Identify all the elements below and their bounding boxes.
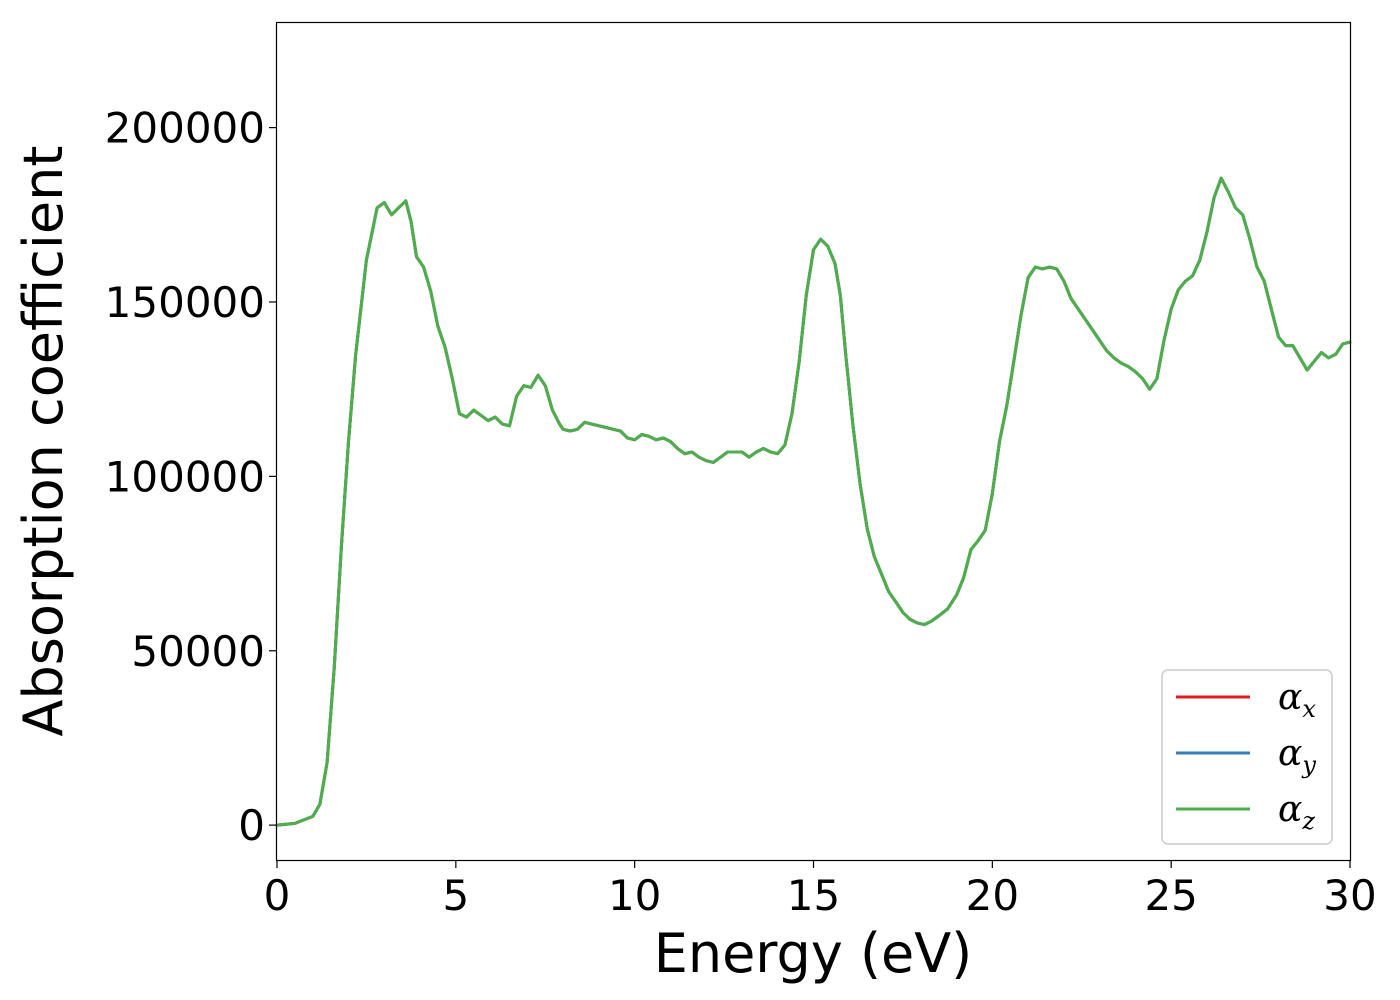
x-tick-label: 15 bbox=[787, 871, 840, 920]
series-line-2 bbox=[275, 176, 1352, 827]
x-tick-label: 0 bbox=[264, 871, 291, 920]
x-axis: 0 5 10 15 20 25 30 bbox=[264, 860, 1377, 920]
x-axis-title: Energy (eV) bbox=[654, 922, 973, 985]
y-axis: 0 50000 100000 150000 200000 bbox=[105, 104, 277, 850]
y-axis-title: Absorption coefficient bbox=[12, 146, 75, 737]
series-layer bbox=[275, 176, 1352, 827]
y-tick-label: 100000 bbox=[105, 452, 265, 501]
x-tick-label: 25 bbox=[1144, 871, 1197, 920]
legend: αx αy αz bbox=[1161, 669, 1333, 845]
x-tick-label: 5 bbox=[442, 871, 469, 920]
x-tick-label: 10 bbox=[608, 871, 661, 920]
legend-label: αx bbox=[1278, 677, 1316, 723]
legend-box bbox=[1161, 669, 1333, 845]
y-tick-label: 0 bbox=[238, 801, 265, 850]
x-tick-label: 20 bbox=[966, 871, 1019, 920]
x-tick-label: 30 bbox=[1323, 871, 1376, 920]
y-tick-label: 50000 bbox=[131, 627, 265, 676]
y-tick-label: 150000 bbox=[105, 278, 265, 327]
y-tick-label: 200000 bbox=[105, 104, 265, 153]
legend-label: αz bbox=[1278, 789, 1315, 835]
legend-label: αy bbox=[1278, 733, 1316, 779]
